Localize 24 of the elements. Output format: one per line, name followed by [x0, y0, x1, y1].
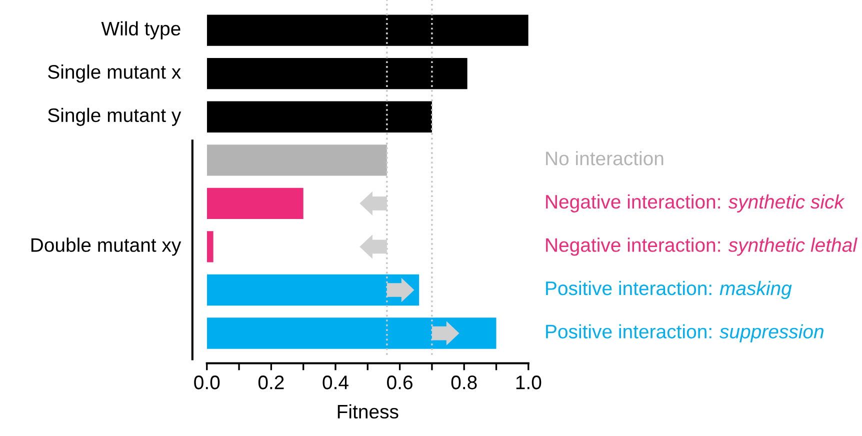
text: Positive interaction: masking: [546, 280, 792, 300]
y-tick-label: Single mutant x: [48, 64, 181, 83]
x-tick-label: 0.2: [258, 376, 284, 390]
bar: [206, 101, 432, 132]
x-tick-label: 1.0: [516, 376, 542, 390]
bar: [206, 231, 214, 262]
y-tick-label: Wild type: [101, 21, 180, 40]
bar: [206, 318, 496, 349]
bar: [206, 188, 304, 220]
bar: [206, 274, 420, 306]
text: Negative interaction: synthetic sick: [546, 194, 845, 212]
text: Negative interaction: synthetic lethal: [546, 238, 858, 256]
text: Positive interaction: suppression: [546, 324, 824, 342]
x-tick-label: 0.4: [322, 376, 348, 390]
text: Double mutant xy: [31, 238, 182, 256]
bar: [206, 58, 468, 90]
y-tick-label: Single mutant y: [48, 108, 182, 126]
x-axis-title: Fitness: [338, 404, 398, 419]
x-tick-label: 0.8: [451, 376, 477, 390]
bar: [206, 14, 528, 46]
text: No interaction: [546, 151, 664, 166]
x-tick-label: 0.0: [194, 376, 220, 390]
x-tick-label: 0.6: [387, 376, 412, 390]
bar: [206, 144, 387, 176]
